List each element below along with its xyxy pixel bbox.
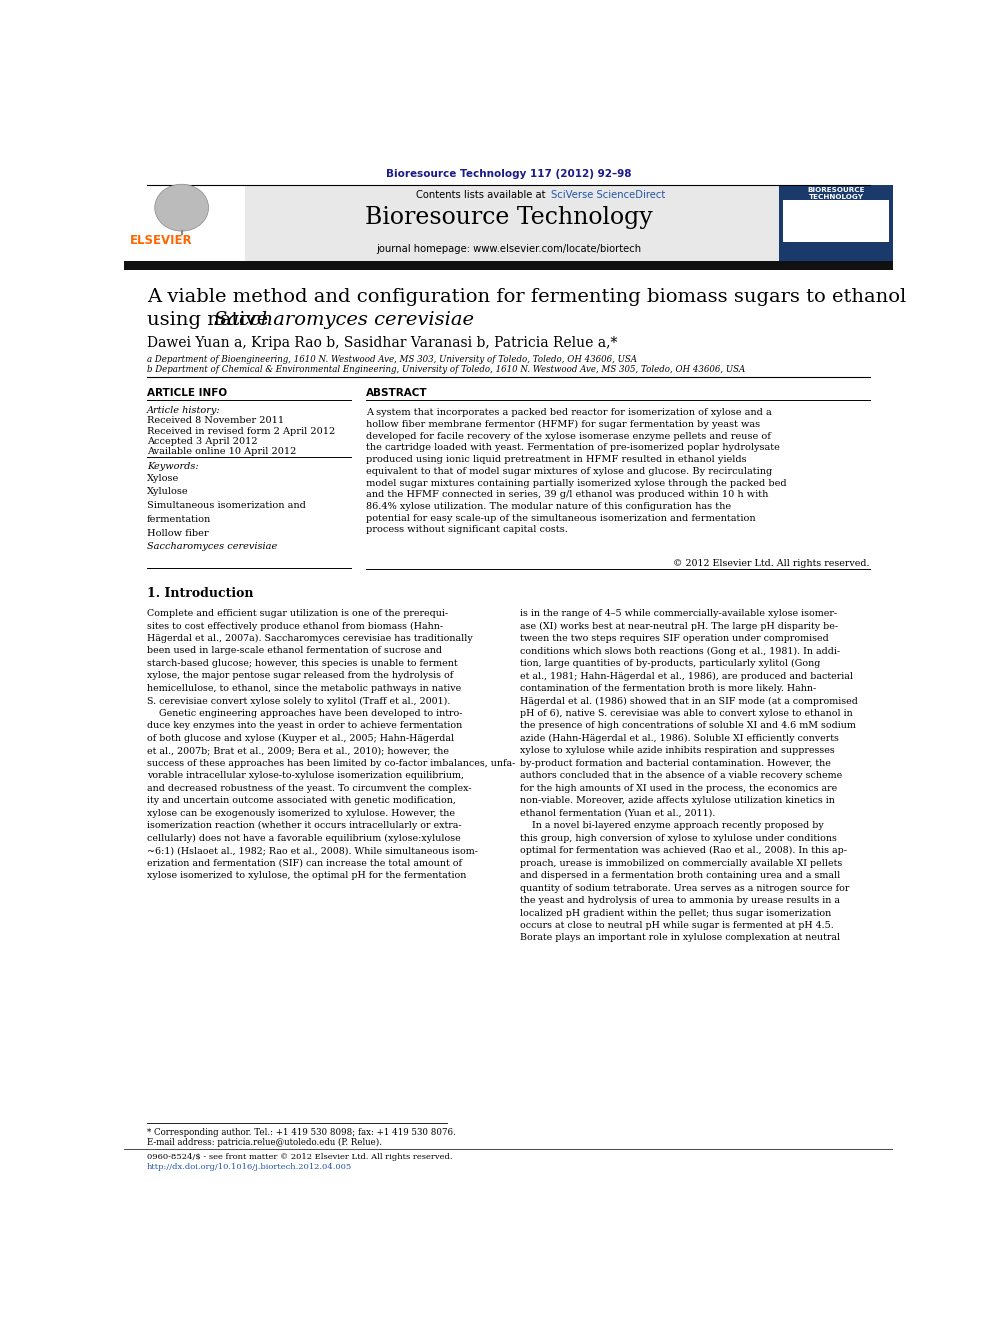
Text: Saccharomyces cerevisiae: Saccharomyces cerevisiae (147, 542, 278, 552)
Text: Keywords:: Keywords: (147, 462, 198, 471)
Text: authors concluded that in the absence of a viable recovery scheme: authors concluded that in the absence of… (520, 771, 842, 781)
Text: localized pH gradient within the pellet; thus sugar isomerization: localized pH gradient within the pellet;… (520, 909, 831, 918)
Text: produced using ionic liquid pretreatment in HFMF resulted in ethanol yields: produced using ionic liquid pretreatment… (366, 455, 747, 464)
Text: Xylose: Xylose (147, 474, 180, 483)
Text: been used in large-scale ethanol fermentation of sucrose and: been used in large-scale ethanol ferment… (147, 647, 442, 655)
Text: et al., 2007b; Brat et al., 2009; Bera et al., 2010); however, the: et al., 2007b; Brat et al., 2009; Bera e… (147, 746, 449, 755)
Bar (783, 200, 889, 242)
Text: fermentation: fermentation (147, 515, 211, 524)
Text: for the high amounts of XI used in the process, the economics are: for the high amounts of XI used in the p… (520, 783, 837, 792)
Text: ase (XI) works best at near-neutral pH. The large pH disparity be-: ase (XI) works best at near-neutral pH. … (520, 622, 838, 631)
Text: hollow fiber membrane fermentor (HFMF) for sugar fermentation by yeast was: hollow fiber membrane fermentor (HFMF) f… (366, 421, 760, 429)
Text: ethanol fermentation (Yuan et al., 2011).: ethanol fermentation (Yuan et al., 2011)… (520, 808, 715, 818)
Text: by-product formation and bacterial contamination. However, the: by-product formation and bacterial conta… (520, 759, 831, 767)
Text: hemicellulose, to ethanol, since the metabolic pathways in native: hemicellulose, to ethanol, since the met… (147, 684, 461, 693)
Text: Available online 10 April 2012: Available online 10 April 2012 (147, 447, 297, 456)
Text: Bioresource Technology: Bioresource Technology (364, 205, 653, 229)
Text: et al., 1981; Hahn-Hägerdal et al., 1986), are produced and bacterial: et al., 1981; Hahn-Hägerdal et al., 1986… (520, 672, 853, 680)
Text: conditions which slows both reactions (Gong et al., 1981). In addi-: conditions which slows both reactions (G… (520, 647, 840, 656)
Text: azide (Hahn-Hägerdal et al., 1986). Soluble XI efficiently converts: azide (Hahn-Hägerdal et al., 1986). Solu… (520, 734, 839, 744)
Text: 1. Introduction: 1. Introduction (147, 586, 254, 599)
Text: b Department of Chemical & Environmental Engineering, University of Toledo, 1610: b Department of Chemical & Environmental… (147, 365, 745, 373)
Text: erization and fermentation (SIF) can increase the total amount of: erization and fermentation (SIF) can inc… (147, 859, 462, 868)
Text: xylose isomerized to xylulose, the optimal pH for the fermentation: xylose isomerized to xylulose, the optim… (147, 871, 466, 880)
Ellipse shape (155, 184, 208, 232)
Text: 86.4% xylose utilization. The modular nature of this configuration has the: 86.4% xylose utilization. The modular na… (366, 501, 731, 511)
Text: Dawei Yuan a, Kripa Rao b, Sasidhar Varanasi b, Patricia Relue a,*: Dawei Yuan a, Kripa Rao b, Sasidhar Vara… (147, 336, 617, 351)
Text: ity and uncertain outcome associated with genetic modification,: ity and uncertain outcome associated wit… (147, 796, 456, 806)
Text: success of these approaches has been limited by co-factor imbalances, unfa-: success of these approaches has been lim… (147, 759, 516, 767)
Text: Received 8 November 2011: Received 8 November 2011 (147, 417, 284, 426)
Text: the yeast and hydrolysis of urea to ammonia by urease results in a: the yeast and hydrolysis of urea to ammo… (520, 896, 840, 905)
Text: Bioresource Technology 117 (2012) 92–98: Bioresource Technology 117 (2012) 92–98 (386, 169, 631, 179)
Text: a Department of Bioengineering, 1610 N. Westwood Ave, MS 303, University of Tole: a Department of Bioengineering, 1610 N. … (147, 356, 637, 364)
Bar (124, 185, 893, 263)
Text: model sugar mixtures containing partially isomerized xylose through the packed b: model sugar mixtures containing partiall… (366, 479, 787, 488)
Text: proach, urease is immobilized on commercially available XI pellets: proach, urease is immobilized on commerc… (520, 859, 842, 868)
Text: tween the two steps requires SIF operation under compromised: tween the two steps requires SIF operati… (520, 634, 828, 643)
Text: xylose can be exogenously isomerized to xylulose. However, the: xylose can be exogenously isomerized to … (147, 808, 455, 818)
Text: In a novel bi-layered enzyme approach recently proposed by: In a novel bi-layered enzyme approach re… (520, 822, 823, 830)
Text: A system that incorporates a packed bed reactor for isomerization of xylose and : A system that incorporates a packed bed … (366, 409, 772, 417)
Text: Saccharomyces cerevisiae: Saccharomyces cerevisiae (214, 311, 474, 328)
Text: and the HFMF connected in series, 39 g/l ethanol was produced within 10 h with: and the HFMF connected in series, 39 g/l… (366, 491, 769, 499)
Text: cellularly) does not have a favorable equilibrium (xylose:xylulose: cellularly) does not have a favorable eq… (147, 833, 461, 843)
Text: xylose, the major pentose sugar released from the hydrolysis of: xylose, the major pentose sugar released… (147, 672, 453, 680)
Text: developed for facile recovery of the xylose isomerase enzyme pellets and reuse o: developed for facile recovery of the xyl… (366, 431, 771, 441)
Text: isomerization reaction (whether it occurs intracellularly or extra-: isomerization reaction (whether it occur… (147, 822, 461, 831)
Text: 0960-8524/$ - see front matter © 2012 Elsevier Ltd. All rights reserved.: 0960-8524/$ - see front matter © 2012 El… (147, 1154, 452, 1162)
Text: potential for easy scale-up of the simultaneous isomerization and fermentation: potential for easy scale-up of the simul… (366, 513, 756, 523)
Text: vorable intracellular xylose-to-xylulose isomerization equilibrium,: vorable intracellular xylose-to-xylulose… (147, 771, 464, 781)
Text: is in the range of 4–5 while commercially-available xylose isomer-: is in the range of 4–5 while commerciall… (520, 609, 837, 618)
Text: Simultaneous isomerization and: Simultaneous isomerization and (147, 501, 306, 511)
Text: starch-based glucose; however, this species is unable to ferment: starch-based glucose; however, this spec… (147, 659, 457, 668)
Text: http://dx.doi.org/10.1016/j.biortech.2012.04.005: http://dx.doi.org/10.1016/j.biortech.201… (147, 1163, 352, 1171)
Text: Hollow fiber: Hollow fiber (147, 529, 208, 537)
Text: non-viable. Moreover, azide affects xylulose utilization kinetics in: non-viable. Moreover, azide affects xylu… (520, 796, 835, 806)
Text: Genetic engineering approaches have been developed to intro-: Genetic engineering approaches have been… (147, 709, 462, 718)
Text: occurs at close to neutral pH while sugar is fermented at pH 4.5.: occurs at close to neutral pH while suga… (520, 921, 833, 930)
Text: ARTICLE INFO: ARTICLE INFO (147, 388, 227, 398)
Text: the cartridge loaded with yeast. Fermentation of pre-isomerized poplar hydrolysa: the cartridge loaded with yeast. Ferment… (366, 443, 780, 452)
Text: Hägerdal et al., 2007a). Saccharomyces cerevisiae has traditionally: Hägerdal et al., 2007a). Saccharomyces c… (147, 634, 473, 643)
Text: ELSEVIER: ELSEVIER (130, 234, 192, 247)
Text: Accepted 3 April 2012: Accepted 3 April 2012 (147, 437, 258, 446)
Text: using native: using native (147, 311, 275, 328)
Text: and decreased robustness of the yeast. To circumvent the complex-: and decreased robustness of the yeast. T… (147, 783, 471, 792)
Text: © 2012 Elsevier Ltd. All rights reserved.: © 2012 Elsevier Ltd. All rights reserved… (674, 560, 870, 568)
Text: this group, high conversion of xylose to xylulose under conditions: this group, high conversion of xylose to… (520, 833, 837, 843)
Text: xylose to xylulose while azide inhibits respiration and suppresses: xylose to xylulose while azide inhibits … (520, 746, 834, 755)
Text: and dispersed in a fermentation broth containing urea and a small: and dispersed in a fermentation broth co… (520, 871, 840, 880)
Text: of both glucose and xylose (Kuyper et al., 2005; Hahn-Hägerdal: of both glucose and xylose (Kuyper et al… (147, 734, 454, 744)
Text: Borate plays an important role in xylulose complexation at neutral: Borate plays an important role in xylulo… (520, 934, 840, 942)
Text: A viable method and configuration for fermenting biomass sugars to ethanol: A viable method and configuration for fe… (147, 288, 907, 306)
Text: Hägerdal et al. (1986) showed that in an SIF mode (at a compromised: Hägerdal et al. (1986) showed that in an… (520, 696, 858, 705)
Bar (124, 185, 245, 263)
Text: BIORESOURCE
TECHNOLOGY: BIORESOURCE TECHNOLOGY (807, 188, 865, 200)
Text: duce key enzymes into the yeast in order to achieve fermentation: duce key enzymes into the yeast in order… (147, 721, 462, 730)
Text: equivalent to that of model sugar mixtures of xylose and glucose. By recirculati: equivalent to that of model sugar mixtur… (366, 467, 773, 476)
Text: tion, large quantities of by-products, particularly xylitol (Gong: tion, large quantities of by-products, p… (520, 659, 820, 668)
Text: quantity of sodium tetraborate. Urea serves as a nitrogen source for: quantity of sodium tetraborate. Urea ser… (520, 884, 849, 893)
Text: process without significant capital costs.: process without significant capital cost… (366, 525, 568, 534)
Text: Xylulose: Xylulose (147, 487, 188, 496)
Text: ABSTRACT: ABSTRACT (366, 388, 428, 398)
Text: * Corresponding author. Tel.: +1 419 530 8098; fax: +1 419 530 8076.: * Corresponding author. Tel.: +1 419 530… (147, 1127, 455, 1136)
Text: Contents lists available at: Contents lists available at (417, 191, 549, 200)
Text: Complete and efficient sugar utilization is one of the prerequi-: Complete and efficient sugar utilization… (147, 609, 448, 618)
Text: journal homepage: www.elsevier.com/locate/biortech: journal homepage: www.elsevier.com/locat… (376, 245, 641, 254)
Text: the presence of high concentrations of soluble XI and 4.6 mM sodium: the presence of high concentrations of s… (520, 721, 856, 730)
Text: SciVerse ScienceDirect: SciVerse ScienceDirect (551, 191, 665, 200)
Bar (124, 261, 893, 270)
Text: S. cerevisiae convert xylose solely to xylitol (Traff et al., 2001).: S. cerevisiae convert xylose solely to x… (147, 696, 450, 705)
Text: E-mail address: patricia.relue@utoledo.edu (P. Relue).: E-mail address: patricia.relue@utoledo.e… (147, 1138, 382, 1147)
Text: Received in revised form 2 April 2012: Received in revised form 2 April 2012 (147, 427, 335, 435)
Text: pH of 6), native S. cerevisiae was able to convert xylose to ethanol in: pH of 6), native S. cerevisiae was able … (520, 709, 853, 718)
Text: optimal for fermentation was achieved (Rao et al., 2008). In this ap-: optimal for fermentation was achieved (R… (520, 847, 847, 855)
Text: Article history:: Article history: (147, 406, 220, 415)
Bar (779, 185, 893, 263)
Text: sites to cost effectively produce ethanol from biomass (Hahn-: sites to cost effectively produce ethano… (147, 622, 443, 631)
Text: contamination of the fermentation broth is more likely. Hahn-: contamination of the fermentation broth … (520, 684, 816, 693)
Text: ~6:1) (Hslaoet al., 1982; Rao et al., 2008). While simultaneous isom-: ~6:1) (Hslaoet al., 1982; Rao et al., 20… (147, 847, 478, 855)
